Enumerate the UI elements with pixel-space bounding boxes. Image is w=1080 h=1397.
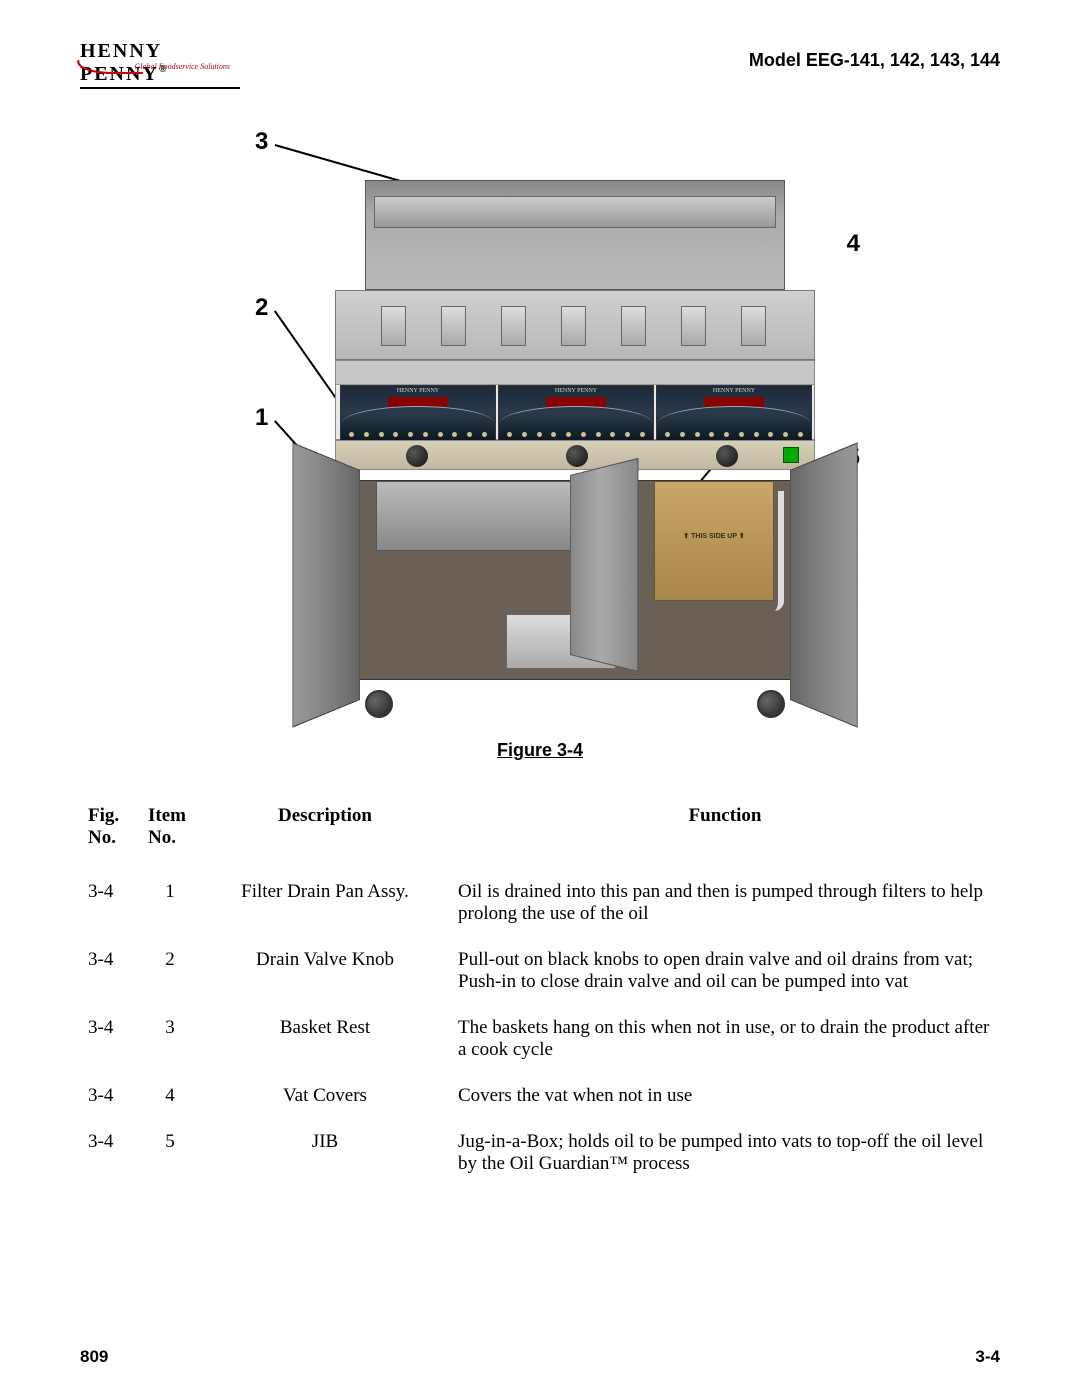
cell-func: The baskets hang on this when not in use…	[450, 1005, 1000, 1073]
knob-bar	[335, 440, 815, 470]
footer-right: 3-4	[975, 1347, 1000, 1367]
parts-table-body: 3-41Filter Drain Pan Assy.Oil is drained…	[80, 869, 1000, 1187]
vat-cover	[441, 306, 466, 346]
callout-3: 3	[255, 128, 268, 156]
figure-caption: Figure 3-4	[80, 740, 1000, 761]
trim-strip	[336, 361, 814, 385]
brand-logo: HENNY PENNY Global Foodservice Solutions	[80, 40, 240, 80]
vat-cover	[741, 306, 766, 346]
vat-cover	[381, 306, 406, 346]
vat-cover	[561, 306, 586, 346]
vat-cover	[501, 306, 526, 346]
control-band: HENNY PENNY HENNY PENNY HENNY PENNY	[335, 360, 815, 440]
control-panel: HENNY PENNY	[498, 385, 654, 441]
cabinet-door	[790, 442, 858, 728]
cell-fig: 3-4	[80, 1005, 140, 1073]
vat-cover	[681, 306, 706, 346]
col-header-item: ItemNo.	[140, 801, 200, 869]
cell-func: Pull-out on black knobs to open drain va…	[450, 937, 1000, 1005]
col-header-fig: Fig.No.	[80, 801, 140, 869]
drain-valve-knob	[406, 445, 428, 467]
cell-item: 4	[140, 1073, 200, 1119]
cell-fig: 3-4	[80, 869, 140, 937]
power-switch-icon	[783, 447, 799, 463]
logo-tagline: Global Foodservice Solutions	[134, 62, 230, 71]
jib-label: ⬆ THIS SIDE UP ⬆	[655, 532, 773, 540]
drain-valve-knob	[716, 445, 738, 467]
page-footer: 809 3-4	[80, 1347, 1000, 1367]
cell-fig: 3-4	[80, 1073, 140, 1119]
footer-left: 809	[80, 1347, 108, 1367]
table-row: 3-41Filter Drain Pan Assy.Oil is drained…	[80, 869, 1000, 937]
cell-item: 2	[140, 937, 200, 1005]
control-panel: HENNY PENNY	[340, 385, 496, 441]
vat-cover	[621, 306, 646, 346]
cell-fig: 3-4	[80, 1119, 140, 1187]
drain-valve-knob	[566, 445, 588, 467]
cell-func: Oil is drained into this pan and then is…	[450, 869, 1000, 937]
col-header-func: Function	[450, 801, 1000, 869]
cell-desc: Filter Drain Pan Assy.	[200, 869, 450, 937]
cell-item: 5	[140, 1119, 200, 1187]
cabinet-door	[292, 442, 360, 728]
control-panel: HENNY PENNY	[656, 385, 812, 441]
table-row: 3-42Drain Valve KnobPull-out on black kn…	[80, 937, 1000, 1005]
callout-4: 4	[847, 230, 860, 258]
oil-hose	[772, 491, 784, 611]
parts-table: Fig.No. ItemNo. Description Function 3-4…	[80, 801, 1000, 1187]
cell-desc: JIB	[200, 1119, 450, 1187]
table-row: 3-43Basket RestThe baskets hang on this …	[80, 1005, 1000, 1073]
vat-top	[335, 290, 815, 360]
callout-1: 1	[255, 404, 268, 432]
cell-item: 1	[140, 869, 200, 937]
cabinet-door	[570, 458, 638, 672]
cell-item: 3	[140, 1005, 200, 1073]
model-number: Model EEG-141, 142, 143, 144	[749, 50, 1000, 71]
cell-func: Jug-in-a-Box; holds oil to be pumped int…	[450, 1119, 1000, 1187]
page-header: HENNY PENNY Global Foodservice Solutions…	[80, 40, 1000, 80]
table-row: 3-45JIBJug-in-a-Box; holds oil to be pum…	[80, 1119, 1000, 1187]
cell-desc: Drain Valve Knob	[200, 937, 450, 1005]
caster-wheel-icon	[757, 690, 785, 718]
table-row: 3-44Vat CoversCovers the vat when not in…	[80, 1073, 1000, 1119]
basket-rest	[365, 180, 785, 290]
cabinet: ⬆ THIS SIDE UP ⬆	[335, 470, 815, 700]
cell-fig: 3-4	[80, 937, 140, 1005]
fryer-illustration: HENNY PENNY HENNY PENNY HENNY PENNY	[325, 180, 825, 700]
figure-diagram: 3 2 1 4 5 HENNY PENNY HENNY PENNY	[190, 120, 890, 720]
cell-desc: Basket Rest	[200, 1005, 450, 1073]
cell-func: Covers the vat when not in use	[450, 1073, 1000, 1119]
col-header-desc: Description	[200, 801, 450, 869]
cell-desc: Vat Covers	[200, 1073, 450, 1119]
callout-2: 2	[255, 294, 268, 322]
jib-box: ⬆ THIS SIDE UP ⬆	[654, 481, 774, 601]
caster-wheel-icon	[365, 690, 393, 718]
